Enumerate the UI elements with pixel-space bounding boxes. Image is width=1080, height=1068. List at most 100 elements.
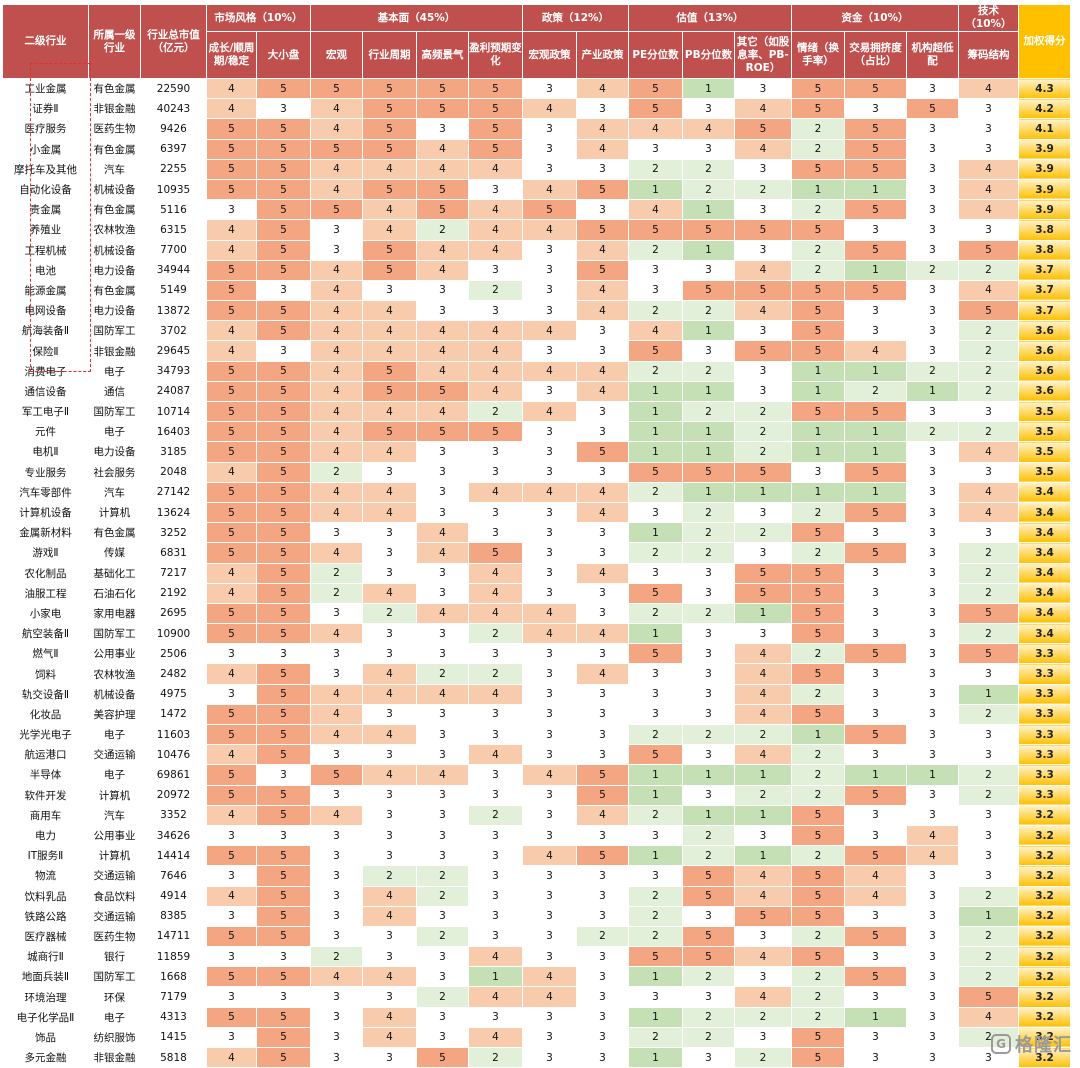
weighted-score-cell: 3.3 <box>1018 703 1071 726</box>
score-cell: 4 <box>958 1006 1019 1028</box>
score-cell: 3 <box>906 441 959 463</box>
industry-name-cell: 通信设备 <box>2 380 89 403</box>
column-header: 高频景气 <box>416 31 469 79</box>
table-row: 游戏Ⅱ 传媒 6831 5 5 4 3 4 5 3 3 2 2 3 2 5 3 2 3.4 <box>2 542 1071 564</box>
score-cell: 5 <box>256 562 311 584</box>
score-cell: 3 <box>576 400 629 423</box>
score-cell: 2 <box>958 1026 1019 1049</box>
score-cell: 2 <box>628 239 683 261</box>
weighted-score-cell: 3.6 <box>1018 380 1071 403</box>
score-cell: 5 <box>734 279 792 302</box>
table-row: 电池 电力设备 34944 5 5 4 5 4 3 3 5 3 3 4 2 1 2 2 3.7 <box>2 259 1071 281</box>
table-body: 工业金属 有色金属 22590 4 5 5 5 5 5 3 4 5 1 3 5 5 3 4 4.3 证券Ⅱ 非银金融 40… <box>2 77 1071 1068</box>
score-cell: 2 <box>958 380 1019 403</box>
parent-industry-cell: 电子 <box>88 360 141 382</box>
score-cell: 3 <box>522 138 577 160</box>
score-cell: 3 <box>906 461 959 483</box>
parent-industry-cell: 机械设备 <box>88 239 141 261</box>
score-cell: 3 <box>906 905 959 927</box>
score-cell: 5 <box>844 118 907 140</box>
market-cap-cell: 3252 <box>140 522 207 544</box>
score-cell: 1 <box>628 380 683 403</box>
score-cell: 5 <box>256 966 311 988</box>
score-cell: 2 <box>791 199 845 221</box>
table-row: 软件开发 计算机 20972 5 5 3 3 3 3 3 5 1 3 2 2 5 3 2 3.3 <box>2 784 1071 806</box>
score-cell: 2 <box>468 804 523 826</box>
score-cell: 4 <box>310 178 363 201</box>
score-cell: 1 <box>628 784 683 806</box>
score-cell: 4 <box>416 683 469 705</box>
table-row: 饰品 纺织服饰 1415 3 5 3 4 3 4 3 3 2 2 3 5 3 3 2 3.2 <box>2 1026 1071 1049</box>
score-cell: 5 <box>256 663 311 685</box>
score-cell: 3 <box>310 824 363 847</box>
score-cell: 2 <box>416 865 469 887</box>
score-cell: 4 <box>310 421 363 443</box>
industry-name-cell: 医疗器械 <box>2 925 89 948</box>
market-cap-cell: 3352 <box>140 804 207 826</box>
table-row: 铁路公路 交通运输 8385 3 5 3 4 3 3 3 3 2 3 5 5 3 3 1 3.2 <box>2 905 1071 927</box>
score-cell: 5 <box>791 77 845 100</box>
industry-name-cell: 燃气Ⅱ <box>2 643 89 665</box>
market-cap-cell: 6831 <box>140 542 207 564</box>
score-cell: 3 <box>206 199 257 221</box>
score-cell: 5 <box>206 925 257 948</box>
score-cell: 5 <box>206 845 257 867</box>
score-cell: 5 <box>682 279 735 302</box>
table-row: 军工电子Ⅱ 国防军工 10714 5 5 4 4 4 2 4 3 1 2 2 5 5 3 3 3.5 <box>2 400 1071 423</box>
score-cell: 3 <box>906 946 959 968</box>
score-cell: 1 <box>628 178 683 201</box>
market-cap-cell: 7700 <box>140 239 207 261</box>
score-cell: 3 <box>844 986 907 1008</box>
weighted-score-cell: 3.4 <box>1018 623 1071 645</box>
score-cell: 5 <box>844 199 907 221</box>
score-cell: 4 <box>734 259 792 281</box>
score-cell: 4 <box>468 986 523 1008</box>
score-cell: 2 <box>791 764 845 786</box>
score-cell: 5 <box>206 158 257 180</box>
score-cell: 4 <box>310 501 363 524</box>
score-cell: 4 <box>958 178 1019 201</box>
score-cell: 3 <box>576 1006 629 1028</box>
score-cell: 5 <box>206 300 257 322</box>
score-cell: 3 <box>906 602 959 625</box>
score-cell: 5 <box>791 602 845 625</box>
score-cell: 2 <box>906 360 959 382</box>
parent-industry-cell: 国防军工 <box>88 623 141 645</box>
parent-industry-cell: 计算机 <box>88 845 141 867</box>
score-cell: 2 <box>958 946 1019 968</box>
score-cell: 2 <box>791 966 845 988</box>
score-cell: 5 <box>256 784 311 806</box>
weighted-score-cell: 3.2 <box>1018 946 1071 968</box>
score-cell: 3 <box>310 845 363 867</box>
parent-industry-cell: 农林牧渔 <box>88 219 141 241</box>
table-row: 电机Ⅱ 电力设备 3185 5 5 4 4 3 3 3 5 1 1 2 1 1 3 4 3.5 <box>2 441 1071 463</box>
market-cap-cell: 1472 <box>140 703 207 726</box>
score-cell: 3 <box>844 946 907 968</box>
market-cap-cell: 1668 <box>140 966 207 988</box>
market-cap-cell: 2506 <box>140 643 207 665</box>
score-cell: 4 <box>206 744 257 766</box>
score-cell: 4 <box>468 946 523 968</box>
column-header: 情绪（换手率） <box>791 31 845 79</box>
score-cell: 3 <box>310 744 363 766</box>
score-cell: 3 <box>416 300 469 322</box>
score-cell: 2 <box>958 784 1019 806</box>
score-cell: 4 <box>362 966 417 988</box>
industry-name-cell: 保险Ⅱ <box>2 340 89 362</box>
score-cell: 5 <box>468 118 523 140</box>
score-cell: 3 <box>362 562 417 584</box>
score-cell: 5 <box>206 966 257 988</box>
score-cell: 3 <box>416 461 469 483</box>
weighted-score-cell: 3.2 <box>1018 824 1071 847</box>
table-row: 保险Ⅱ 非银金融 29645 4 3 4 4 4 4 3 3 5 3 5 5 4 3 2 3.6 <box>2 340 1071 362</box>
score-cell: 4 <box>310 300 363 322</box>
score-cell: 5 <box>206 501 257 524</box>
score-cell: 4 <box>576 380 629 403</box>
score-cell: 3 <box>522 340 577 362</box>
market-cap-cell: 2048 <box>140 461 207 483</box>
score-cell: 3 <box>416 1006 469 1028</box>
score-cell: 5 <box>310 764 363 786</box>
score-cell: 1 <box>682 380 735 403</box>
score-cell: 3 <box>906 199 959 221</box>
score-cell: 4 <box>734 703 792 726</box>
